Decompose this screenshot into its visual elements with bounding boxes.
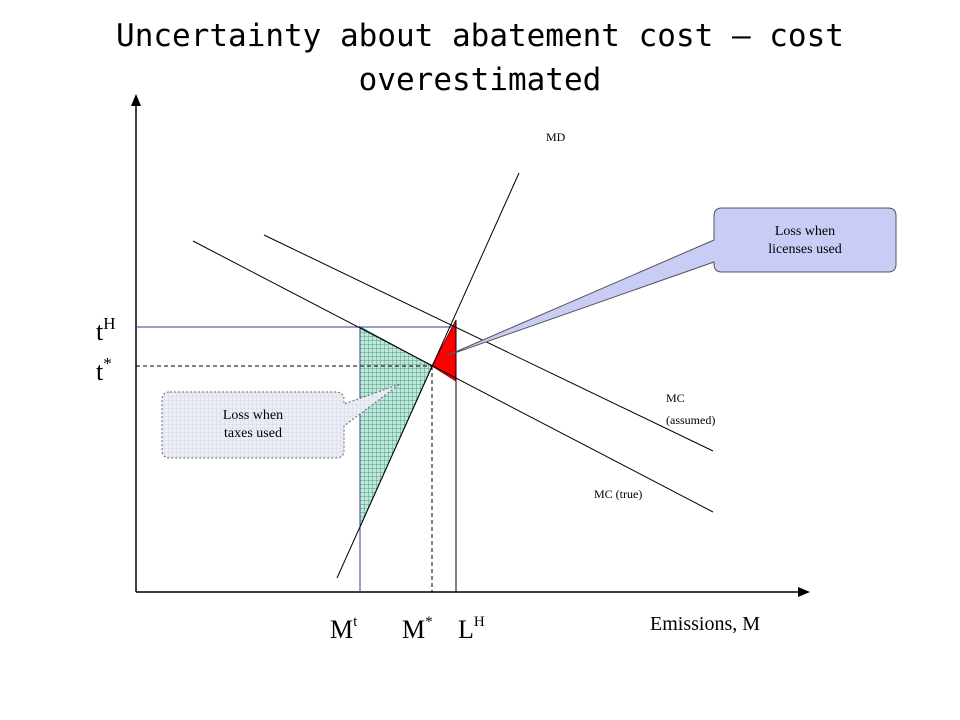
x-axis bbox=[136, 587, 810, 597]
mc-assumed-curve bbox=[263, 234, 714, 452]
mc-true-curve bbox=[192, 240, 714, 513]
md-label: MD bbox=[546, 130, 566, 144]
callout-taxes bbox=[161, 383, 401, 459]
y-axis bbox=[131, 94, 141, 592]
callout-taxes-text: Loss when taxes used bbox=[162, 407, 344, 443]
mc-assumed-label-1: MC bbox=[666, 391, 685, 405]
callout-licenses bbox=[445, 207, 897, 357]
title-line-1: Uncertainty about abatement cost – cost bbox=[116, 18, 844, 54]
callout-taxes-line-2: taxes used bbox=[224, 426, 282, 441]
mc-true-label: MC (true) bbox=[594, 487, 642, 501]
page-title: Uncertainty about abatement cost – cost … bbox=[60, 14, 900, 102]
md-curve bbox=[336, 172, 520, 579]
m-t-label: Mt bbox=[330, 614, 358, 644]
t-star-label: t* bbox=[96, 354, 112, 386]
callout-licenses-line-2: licenses used bbox=[768, 242, 842, 257]
x-axis-label: Emissions, M bbox=[650, 613, 760, 635]
callout-licenses-text: Loss when licenses used bbox=[714, 223, 896, 259]
l-high-label: LH bbox=[458, 614, 485, 644]
callout-licenses-line-1: Loss when bbox=[774, 224, 836, 239]
m-star-label: M* bbox=[402, 614, 433, 644]
callout-taxes-line-1: Loss when bbox=[222, 408, 284, 423]
title-line-2: overestimated bbox=[358, 62, 602, 98]
t-high-label: tH bbox=[96, 314, 116, 346]
mc-assumed-label-2: (assumed) bbox=[666, 413, 715, 427]
tax-loss-area bbox=[359, 326, 433, 528]
